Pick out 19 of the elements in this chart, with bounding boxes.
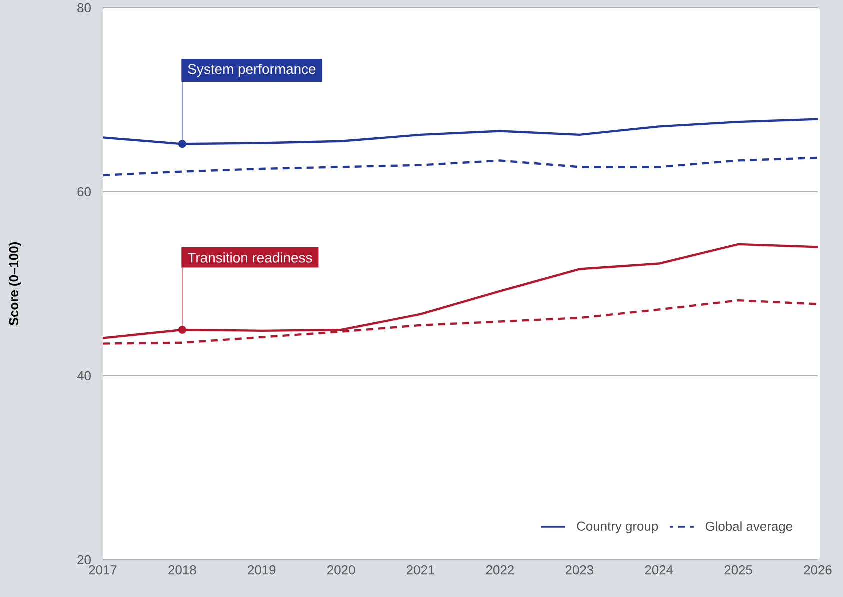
annotation: Transition readiness [188, 252, 312, 263]
x-tick-label: 2021 [407, 566, 435, 575]
x-tick-label: 2019 [248, 566, 276, 575]
x-tick-label: 2017 [89, 566, 117, 575]
x-tick-label: 2023 [566, 566, 594, 575]
y-tick-label: 20 [78, 555, 91, 565]
x-tick-label: 2020 [328, 566, 356, 575]
y-tick-label: 80 [78, 3, 91, 13]
y-tick-label: 40 [77, 371, 91, 381]
annotation: System performance [188, 64, 316, 77]
x-tick-label: 2018 [168, 566, 196, 575]
x-tick-label: 2022 [486, 566, 514, 575]
legend-label: Global average [706, 522, 792, 534]
x-tick-label: 2025 [724, 566, 752, 575]
legend-label: Country group [577, 522, 658, 534]
x-tick-label: 2026 [804, 566, 832, 575]
y-tick-label: 60 [78, 187, 91, 197]
y-axis-title: Score (0–100) [9, 242, 22, 326]
x-tick-label: 2024 [645, 566, 674, 575]
